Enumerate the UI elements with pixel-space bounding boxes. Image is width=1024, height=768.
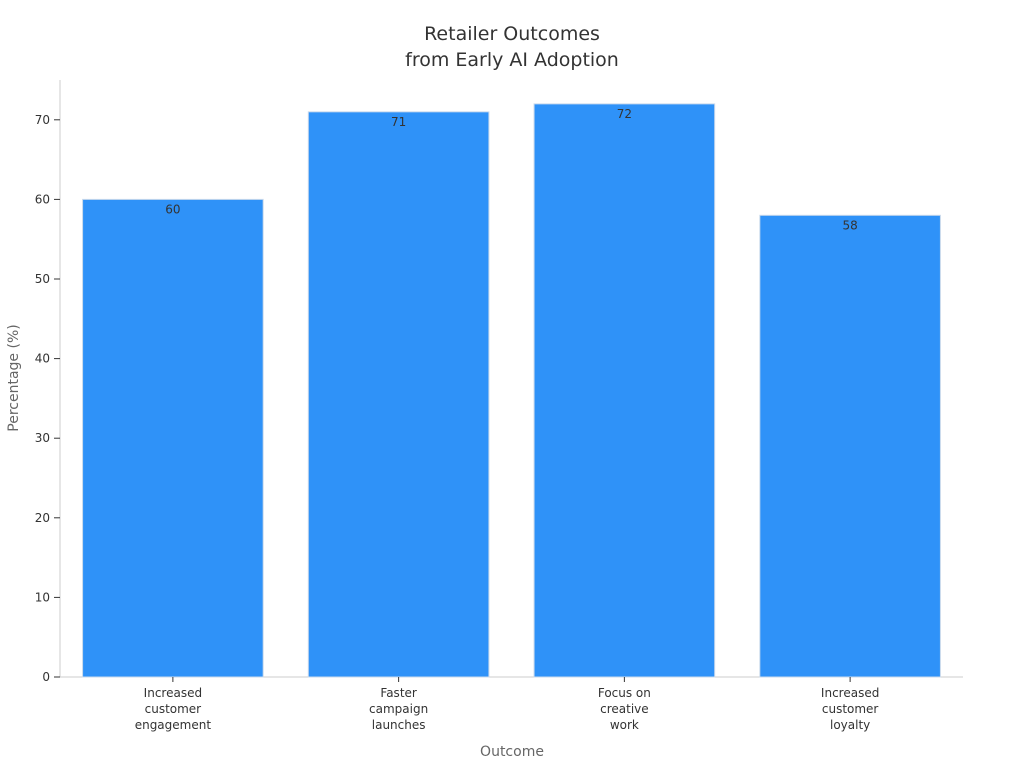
bar — [759, 214, 941, 678]
chart-title-line-1: Retailer Outcomes — [424, 23, 600, 45]
x-tick-label: campaign — [369, 702, 428, 716]
x-tick-label: Increased — [144, 686, 202, 700]
bar — [307, 111, 490, 678]
bar-value-label: 71 — [391, 115, 406, 129]
bar — [533, 103, 716, 678]
y-axis-title: Percentage (%) — [6, 324, 22, 431]
x-tick-label: engagement — [135, 718, 212, 732]
y-tick-label: 30 — [35, 431, 50, 445]
y-tick-label: 20 — [35, 511, 50, 525]
plot-area: 0 10 20 30 40 50 60 70 60 Increased customer engage… — [35, 80, 963, 732]
chart-title-line-2: from Early AI Adoption — [405, 49, 619, 71]
x-tick-label: Faster — [380, 686, 416, 700]
y-tick-label: 10 — [35, 590, 50, 604]
y-tick-label: 50 — [35, 272, 50, 286]
bar — [82, 198, 264, 678]
y-tick-label: 70 — [35, 113, 50, 127]
x-tick-label: creative — [600, 702, 649, 716]
x-tick-label: work — [610, 718, 639, 732]
y-tick-label: 40 — [35, 352, 50, 366]
x-tick-label: customer — [822, 702, 879, 716]
bar-value-label: 60 — [165, 202, 180, 216]
y-tick-label: 0 — [42, 670, 50, 684]
x-tick-label: Focus on — [598, 686, 651, 700]
x-tick-label: launches — [372, 718, 426, 732]
x-tick-label: Increased — [821, 686, 879, 700]
x-tick-label: customer — [145, 702, 202, 716]
x-axis-title: Outcome — [480, 744, 544, 760]
x-tick-label: loyalty — [830, 718, 870, 732]
y-tick-label: 60 — [35, 192, 50, 206]
bar-value-label: 72 — [617, 107, 632, 121]
bar-value-label: 58 — [842, 218, 857, 232]
